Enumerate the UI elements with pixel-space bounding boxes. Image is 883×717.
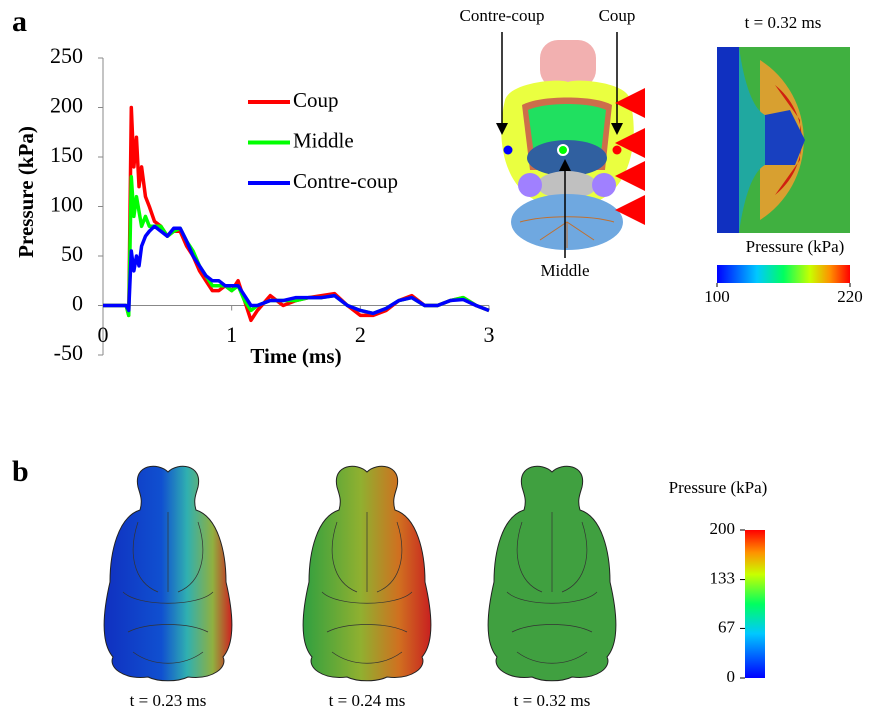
colorbar-tick-label: 133 <box>710 568 736 587</box>
y-tick-label: 250 <box>50 43 83 68</box>
x-tick-label: 0 <box>98 322 109 347</box>
snapshot-title: t = 0.32 ms <box>745 13 822 32</box>
y-tick-label: 0 <box>72 291 83 316</box>
colorbar-tick-label: 67 <box>718 617 736 636</box>
legend-label: Middle <box>293 128 354 152</box>
diagram-label: Middle <box>540 261 589 280</box>
y-tick-label: 150 <box>50 142 83 167</box>
panel-label: b <box>12 455 29 488</box>
x-tick-label: 2 <box>355 322 366 347</box>
colorbar <box>745 530 765 678</box>
pressure-snapshot <box>717 47 850 233</box>
figure: a b Contre-coup Coup Middle <box>0 0 883 717</box>
colorbar-tick-label: 0 <box>727 667 736 686</box>
diagram-label: Coup <box>599 6 636 25</box>
colorbar-tick-label: 200 <box>710 519 736 538</box>
caption: t = 0.32 ms <box>514 691 591 710</box>
y-tick-label: 50 <box>61 241 83 266</box>
y-axis-title: Pressure (kPa) <box>14 126 38 258</box>
colorbar-tick-label: 220 <box>837 287 863 306</box>
colorbar-label: Pressure (kPa) <box>746 237 845 256</box>
x-tick-label: 3 <box>484 322 495 347</box>
y-tick-label: 100 <box>50 192 83 217</box>
diagram-label: Contre-coup <box>460 6 545 25</box>
series-line <box>103 177 489 316</box>
colorbar-tick-label: 100 <box>704 287 730 306</box>
panel-label: a <box>12 5 27 38</box>
colorbar-label: Pressure (kPa) <box>669 478 768 497</box>
legend-label: Contre-coup <box>293 169 398 193</box>
y-tick-label: 200 <box>50 93 83 118</box>
y-tick-label: -50 <box>54 340 83 365</box>
brain-diagram <box>501 32 645 258</box>
legend-label: Coup <box>293 88 339 112</box>
x-axis-title: Time (ms) <box>250 344 341 368</box>
colorbar <box>717 265 850 283</box>
caption: t = 0.23 ms <box>130 691 207 710</box>
caption: t = 0.24 ms <box>329 691 406 710</box>
x-tick-label: 1 <box>226 322 237 347</box>
brain-maps <box>104 466 616 680</box>
